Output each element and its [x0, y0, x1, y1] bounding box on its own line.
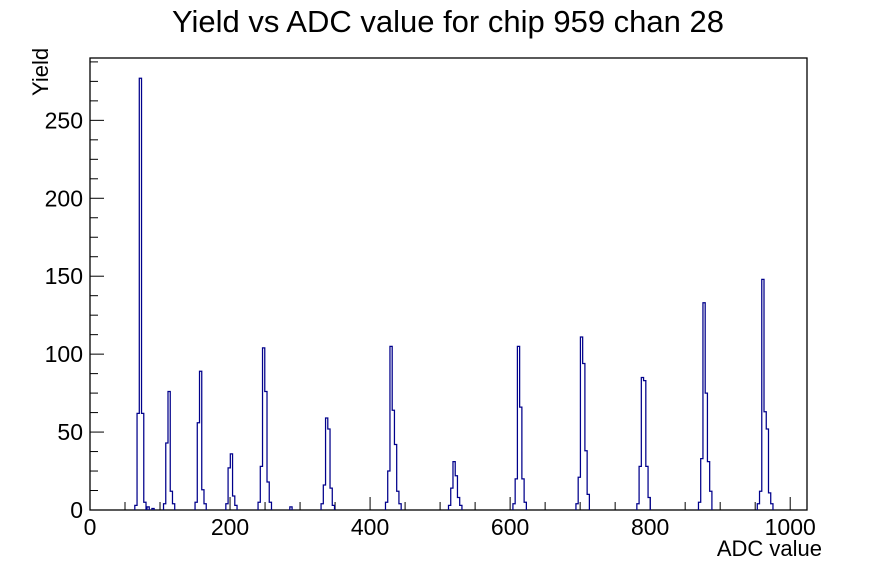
y-tick-label: 250: [45, 107, 83, 133]
histogram-path: [134, 77, 774, 510]
y-axis-tick-labels: 0 50 100 150 200 250: [45, 107, 83, 523]
y-tick-label: 100: [45, 341, 83, 367]
y-tick-label: 0: [70, 497, 83, 523]
x-axis-tick-labels: 0 200 400 600 800 1000: [84, 514, 816, 540]
x-tick-label: 400: [351, 514, 389, 540]
y-tick-label: 150: [45, 263, 83, 289]
x-tick-label: 800: [631, 514, 669, 540]
x-tick-label: 600: [491, 514, 529, 540]
chart-title: Yield vs ADC value for chip 959 chan 28: [171, 4, 724, 39]
y-axis-ticks: [90, 61, 104, 511]
y-tick-label: 200: [45, 185, 83, 211]
x-axis-title: ADC value: [716, 536, 822, 561]
histogram-series: [134, 77, 774, 510]
x-tick-label: 0: [84, 514, 97, 540]
x-tick-label: 200: [211, 514, 249, 540]
y-tick-label: 50: [57, 419, 83, 445]
x-tick-label: 1000: [765, 514, 816, 540]
